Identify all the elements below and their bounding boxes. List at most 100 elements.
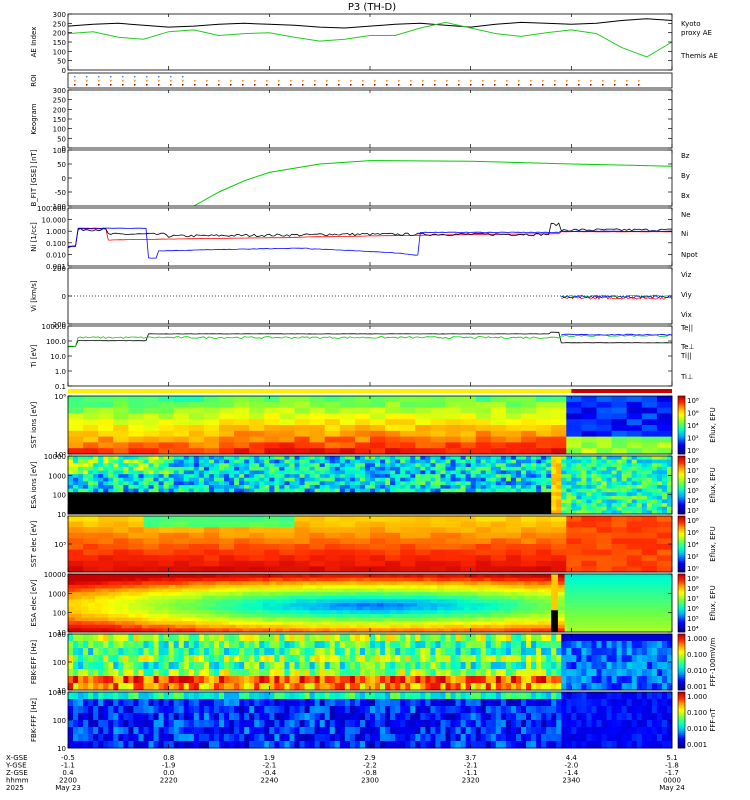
esa_ion-cell <box>505 499 512 504</box>
sst_elec-colorbar-cell <box>678 555 685 558</box>
esa_ion-cell <box>626 456 633 461</box>
esa_ion-cell <box>203 499 210 504</box>
esa_ion-cell <box>656 485 663 490</box>
esa_ion-cell <box>606 485 612 490</box>
sst_ion-ylabel: SST ions [eV] <box>30 401 38 448</box>
sst_ion-cell <box>536 430 552 437</box>
esa_elec-cell <box>168 581 176 586</box>
esa_ion-cell <box>400 503 406 508</box>
sst_elec-colorbar-cell <box>678 545 685 549</box>
esa_elec-cell <box>531 606 539 611</box>
esa_elec-cell <box>551 617 559 622</box>
esa_ion-cell <box>666 495 673 500</box>
esa_elec-cell <box>437 595 445 600</box>
esa_ion-cell <box>395 495 401 500</box>
esa_elec-cell <box>537 621 545 626</box>
esa_elec-cell <box>148 584 156 589</box>
esa_ion-cell <box>219 470 225 475</box>
esa_elec-cell <box>175 584 183 589</box>
fbk_e-cell <box>224 634 230 642</box>
sst_ion-cell <box>294 413 310 420</box>
esa_ion-cell <box>108 470 114 475</box>
esa_ion-cell <box>500 456 507 461</box>
esa_ion-cell <box>229 499 235 504</box>
esa_ion-cell <box>631 463 638 468</box>
esa_elec-cell <box>544 628 552 633</box>
fbk_e-cell <box>203 683 210 691</box>
esa_elec-cell <box>81 595 89 600</box>
sst_elec-colorbar-cell <box>678 536 685 539</box>
esa_elec-cell <box>249 628 257 633</box>
roi-dot <box>470 84 472 86</box>
sst_elec-ylabel: SST elec [eV] <box>30 520 38 567</box>
esa_elec-cell <box>141 624 149 629</box>
esa_ion-cell <box>198 492 205 497</box>
sst_ion-cell <box>339 407 356 414</box>
esa_elec-cell <box>571 599 579 604</box>
esa_elec-cell <box>504 603 512 608</box>
esa_elec-cell <box>121 621 129 626</box>
esa_ion-cell <box>631 477 638 482</box>
esa_elec-cell <box>490 624 498 629</box>
esa_elec-cell <box>443 624 451 629</box>
esa_elec-cell <box>490 588 498 593</box>
fbk_e-cell <box>183 669 190 677</box>
keogram-ylabel: Keogram <box>30 103 38 134</box>
esa_elec-cell <box>484 574 492 579</box>
esa_ion-cell <box>198 474 205 479</box>
esa_ion-cell <box>435 463 441 468</box>
esa_ion-cell <box>354 481 361 486</box>
esa_elec-cell <box>108 621 116 626</box>
esa_ion-cell <box>405 470 411 475</box>
esa_ion-cell <box>143 495 149 500</box>
esa_elec-cell <box>135 617 143 622</box>
esa_ion-cell <box>193 481 200 486</box>
esa_ion-cell <box>500 474 507 479</box>
fbk_e-cell <box>133 683 139 691</box>
sst_ion-cell <box>249 407 265 414</box>
esa_elec-cell <box>383 621 391 626</box>
sst_ion-cell <box>68 419 84 426</box>
sst_elec-cell <box>656 521 673 528</box>
esa_ion-cell <box>646 506 653 511</box>
esa_ion-cell <box>415 499 421 504</box>
esa_ion-cell <box>299 485 305 490</box>
esa_ion-cell <box>354 466 361 471</box>
esa_elec-colorbar-cell <box>678 599 685 602</box>
esa_ion-cell <box>203 456 210 461</box>
esa_elec-cell <box>262 603 270 608</box>
esa_ion-cell <box>475 481 482 486</box>
sst_elec-cell <box>460 560 477 567</box>
esa_ion-cell <box>385 463 391 468</box>
esa_ion-cell <box>430 477 436 482</box>
sst_elec-cell <box>551 566 567 573</box>
esa_ion-cell <box>455 477 461 482</box>
esa_ion-cell <box>314 466 321 471</box>
esa_ion-cell <box>485 466 492 471</box>
esa_elec-cell <box>383 588 391 593</box>
esa_elec-cell <box>571 595 579 600</box>
esa_ion-cell <box>314 477 321 482</box>
esa_ion-cell <box>495 503 502 508</box>
esa_elec-cell <box>188 617 196 622</box>
esa_ion-cell <box>108 463 114 468</box>
sst_elec-cell <box>83 560 99 567</box>
esa_ion-cell <box>158 470 165 475</box>
esa_elec-cell <box>497 592 505 597</box>
esa_elec-cell <box>437 592 445 597</box>
esa_elec-cell <box>423 592 431 597</box>
esa_ion-cell <box>490 499 497 504</box>
esa_ion-cell <box>601 481 607 486</box>
esa_elec-cell <box>410 603 418 608</box>
esa_elec-cell <box>591 577 599 582</box>
esa_elec-cell <box>524 599 532 604</box>
esa_ion-cell <box>405 474 411 479</box>
esa_ion-colorbar-cell <box>678 496 685 499</box>
esa_ion-cell <box>656 456 663 461</box>
esa_elec-cell <box>450 603 458 608</box>
esa_ion-cell <box>515 488 522 493</box>
esa_elec-cell <box>155 588 163 593</box>
esa_ion-colorbar-cell <box>678 473 685 476</box>
esa_ion-cell <box>349 485 356 490</box>
esa_elec-cell <box>208 584 217 589</box>
